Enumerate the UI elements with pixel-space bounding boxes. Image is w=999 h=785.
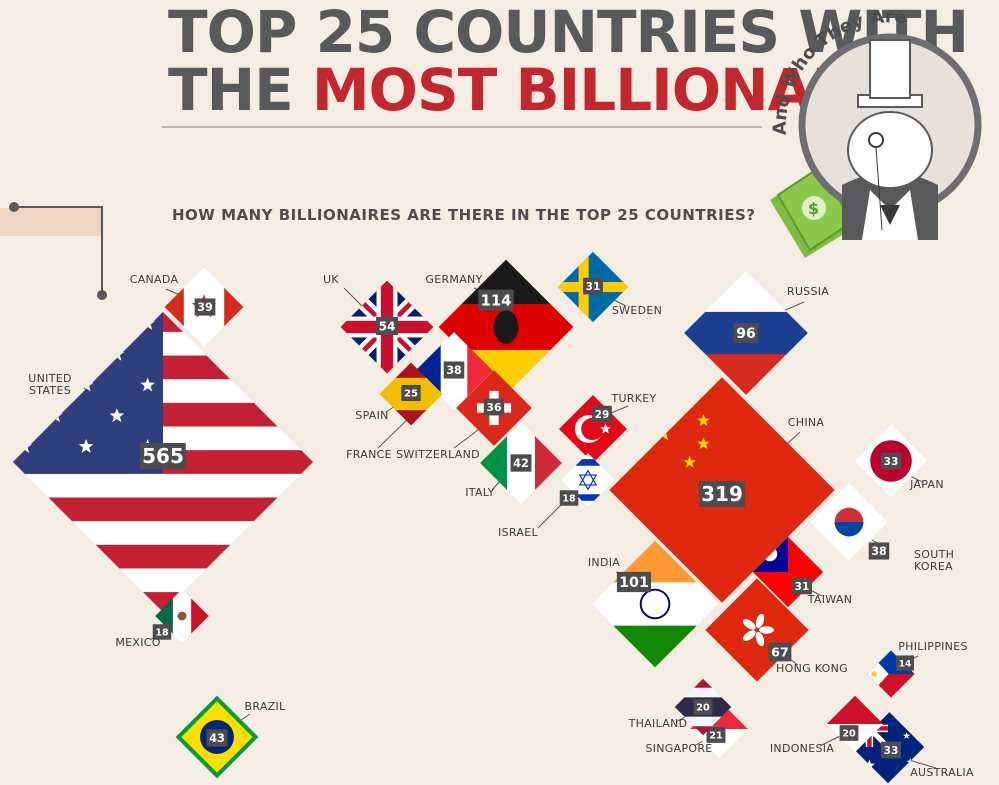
value-badge [896,655,914,671]
country-label: FRANCE [346,448,392,461]
country-label: MEXICO [115,636,160,649]
country-label: STATES [29,384,71,397]
value-badge [616,571,652,593]
country-philippines: 14 PHILIPPINES [867,640,968,698]
country-label: SPAIN [355,409,388,422]
country-label: SINGAPORE [645,742,712,755]
country-label: ITALY [465,486,495,499]
country-label: BRAZIL [245,700,287,713]
country-brazil: 43 BRAZIL [175,695,287,779]
country-label: CHINA [788,416,825,429]
chart-subtitle: HOW MANY BILLIONAIRES ARE THERE IN THE T… [172,206,756,224]
country-label: SOUTH [914,548,954,561]
value-label: 101 [619,575,649,591]
value-badge [583,277,603,295]
value-label: 18 [562,493,575,504]
value-badge [868,542,890,560]
value-badge [194,298,216,316]
value-label: 29 [595,409,609,421]
value-label: 20 [842,728,856,739]
value-label: 96 [736,326,756,342]
country-label: PHILIPPINES [898,640,968,653]
country-japan: 33 JAPAN [854,424,944,498]
title-prefix: THE [168,56,312,124]
value-badge [693,699,713,715]
leader-line [819,735,841,747]
svg-text:$: $ [808,199,819,218]
value-label: 42 [513,457,529,470]
value-label: 67 [771,645,789,660]
country-label: RUSSIA [787,285,829,298]
country-label: TAIWAN [807,593,852,606]
value-label: 43 [209,731,225,745]
leader-line [537,501,565,529]
country-italy: 42 ITALY [465,422,562,504]
value-badge [206,729,228,747]
value-label: 31 [586,281,601,293]
value-badge [592,405,612,423]
value-label: 36 [486,401,501,414]
value-badge [478,289,514,311]
value-badge [376,316,398,336]
value-badge [880,452,902,470]
country-label: SWITZERLAND [396,448,480,461]
value-label: 39 [197,301,213,314]
value-label: 14 [899,659,912,669]
country-uk: 54 UK [323,273,434,374]
country-label: INDIA [588,556,620,569]
value-label: 31 [795,581,810,593]
country-thailand: 20 THAILAND [628,678,732,736]
value-badge [152,624,172,640]
country-label: UK [323,273,339,286]
value-badge [880,741,902,759]
value-label: 114 [481,292,512,309]
country-label: GERMANY [425,273,482,286]
value-label: 20 [696,702,710,713]
value-badge [510,454,532,472]
value-label: 38 [871,545,886,558]
value-label: 54 [379,319,396,333]
value-label: 25 [404,389,418,400]
country-label: HONG KONG [776,662,848,675]
country-sweden: 31 SWEDEN [557,251,662,323]
value-label: 18 [155,627,168,638]
value-badge [140,443,186,469]
value-badge [706,727,726,743]
value-badge [792,577,812,595]
value-label: 33 [884,744,899,757]
value-badge [733,322,759,344]
country-russia: 96 RUSSIA [684,271,829,395]
subtitle-banner-accent [0,208,102,236]
country-label: CANADA [130,273,179,286]
title-underline [162,126,762,128]
country-label: SWEDEN [612,304,662,317]
value-badge [401,384,421,402]
value-badge [839,725,859,741]
value-label: 319 [701,482,743,506]
country-label: ISRAEL [498,526,538,539]
country-label: TURKEY [610,392,656,405]
value-badge [559,490,579,506]
country-label: INDONESIA [770,742,834,755]
value-label: 21 [709,731,723,742]
country-label: JAPAN [909,478,944,491]
value-badge [768,642,792,662]
connector-line [9,202,107,300]
value-label: 33 [884,455,899,468]
value-label: 565 [142,444,184,468]
country-label: AUSTRALIA [910,766,974,779]
country-label: THAILAND [628,717,688,730]
country-label: KOREA [914,560,953,573]
value-label: 38 [446,364,461,377]
value-badge [443,361,465,379]
value-badge [699,481,745,507]
country-label: UNITED [28,372,71,385]
monocle-gentleman-illustration: $ And Who They Are [770,6,982,258]
value-badge [483,398,505,416]
